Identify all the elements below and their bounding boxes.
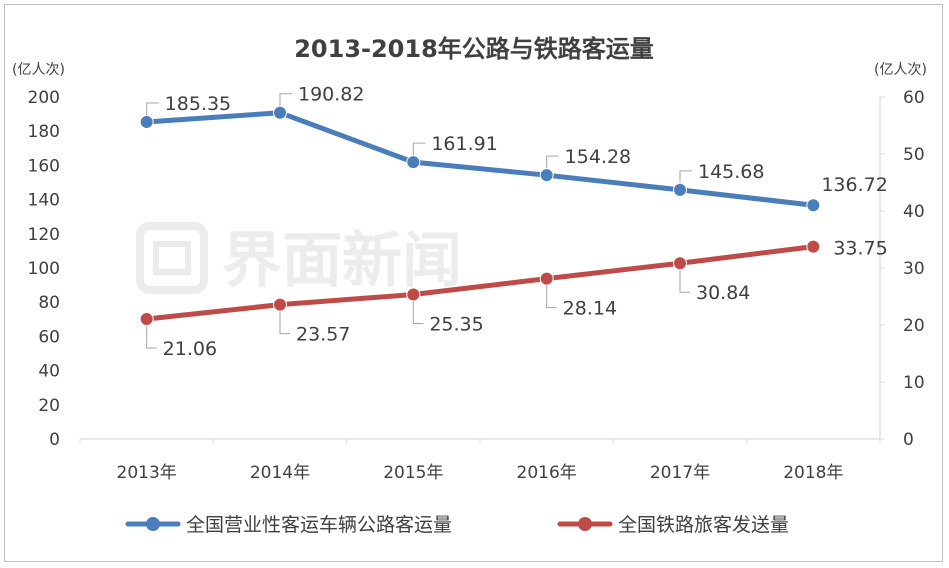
data-label: 28.14 bbox=[563, 298, 617, 320]
data-point-2 bbox=[673, 256, 687, 271]
x-tick-label: 2018年 bbox=[783, 463, 843, 483]
right-tick-label: 10 bbox=[903, 373, 925, 393]
legend-label: 全国铁路旅客发送量 bbox=[618, 514, 789, 536]
legend: 全国营业性客运车辆公路客运量 全国铁路旅客发送量 bbox=[125, 514, 789, 536]
x-axis-ticks: 2013年 2014年 2015年 2016年 2017年 2018年 bbox=[79, 439, 881, 483]
label-leader bbox=[546, 283, 557, 309]
right-axis-ticks: 0 10 20 30 40 50 60 bbox=[880, 88, 925, 450]
left-tick-label: 0 bbox=[49, 430, 60, 450]
label-leader bbox=[679, 170, 692, 185]
left-tick-label: 160 bbox=[28, 156, 60, 176]
data-label: 33.75 bbox=[833, 238, 887, 260]
label-leader bbox=[279, 309, 290, 335]
right-tick-label: 50 bbox=[903, 145, 925, 165]
data-labels: 185.35 190.82 161.91 154.28 145.68 136.72 21.0… bbox=[163, 84, 888, 360]
x-tick-label: 2015年 bbox=[383, 463, 443, 483]
x-tick-label: 2014年 bbox=[250, 463, 310, 483]
right-tick-label: 60 bbox=[903, 88, 925, 108]
label-leader bbox=[146, 102, 159, 118]
label-leader bbox=[146, 323, 157, 349]
data-point-2 bbox=[539, 271, 554, 286]
label-leader bbox=[679, 268, 690, 293]
watermark-logo-inner bbox=[153, 241, 191, 275]
series-line-2 bbox=[144, 244, 816, 322]
left-tick-label: 180 bbox=[28, 122, 60, 142]
data-point-2 bbox=[139, 311, 154, 326]
left-tick-label: 40 bbox=[38, 362, 60, 382]
data-point-1 bbox=[806, 198, 821, 213]
chart-title: 2013-2018年公路与铁路客运量 bbox=[294, 35, 654, 63]
left-tick-label: 60 bbox=[38, 327, 60, 347]
left-tick-label: 80 bbox=[38, 293, 60, 313]
data-label: 25.35 bbox=[429, 314, 483, 336]
data-label: 154.28 bbox=[565, 146, 631, 168]
label-leader bbox=[279, 93, 292, 108]
series-group bbox=[139, 105, 821, 326]
left-tick-label: 200 bbox=[28, 88, 60, 108]
data-point-1 bbox=[273, 105, 287, 120]
right-axis-unit: (亿人次) bbox=[874, 62, 927, 78]
left-axis-ticks: 0 20 40 60 80 100 120 140 160 180 200 bbox=[28, 88, 60, 450]
x-tick-label: 2016年 bbox=[517, 463, 577, 483]
label-leader bbox=[412, 142, 426, 158]
data-point-1 bbox=[139, 115, 154, 130]
left-tick-label: 120 bbox=[28, 225, 60, 245]
right-tick-label: 20 bbox=[903, 316, 925, 336]
data-label: 136.72 bbox=[821, 174, 887, 196]
data-point-2 bbox=[273, 297, 287, 312]
data-label: 21.06 bbox=[163, 338, 217, 360]
data-point-1 bbox=[673, 182, 687, 197]
right-tick-label: 40 bbox=[903, 202, 925, 222]
series-line-1 bbox=[144, 110, 816, 208]
label-leader bbox=[412, 299, 424, 325]
data-label: 23.57 bbox=[296, 324, 350, 346]
left-tick-label: 20 bbox=[38, 396, 60, 416]
data-label: 185.35 bbox=[165, 93, 231, 115]
data-label: 30.84 bbox=[696, 282, 750, 304]
x-tick-label: 2017年 bbox=[650, 463, 710, 483]
data-label-leaders bbox=[146, 93, 692, 349]
watermark-text: 界面新闻 bbox=[222, 226, 462, 296]
label-leader bbox=[546, 155, 559, 171]
left-tick-label: 100 bbox=[28, 259, 60, 279]
x-tick-label: 2013年 bbox=[117, 463, 177, 483]
right-tick-label: 0 bbox=[903, 430, 914, 450]
legend-label: 全国营业性客运车辆公路客运量 bbox=[186, 514, 452, 536]
data-label: 145.68 bbox=[698, 161, 764, 183]
right-tick-label: 30 bbox=[903, 259, 925, 279]
data-point-2 bbox=[806, 239, 821, 254]
data-label: 190.82 bbox=[298, 84, 364, 106]
legend-swatch-marker bbox=[578, 517, 592, 531]
data-label: 161.91 bbox=[431, 133, 497, 155]
watermark: 界面新闻 bbox=[136, 222, 462, 296]
data-point-1 bbox=[539, 168, 554, 183]
legend-swatch-marker bbox=[146, 517, 160, 531]
chart-frame bbox=[4, 4, 943, 562]
data-point-2 bbox=[406, 287, 421, 302]
left-axis-unit: (亿人次) bbox=[12, 62, 65, 78]
left-tick-label: 140 bbox=[28, 191, 60, 211]
data-point-1 bbox=[406, 155, 421, 170]
watermark-logo-icon bbox=[136, 222, 208, 294]
